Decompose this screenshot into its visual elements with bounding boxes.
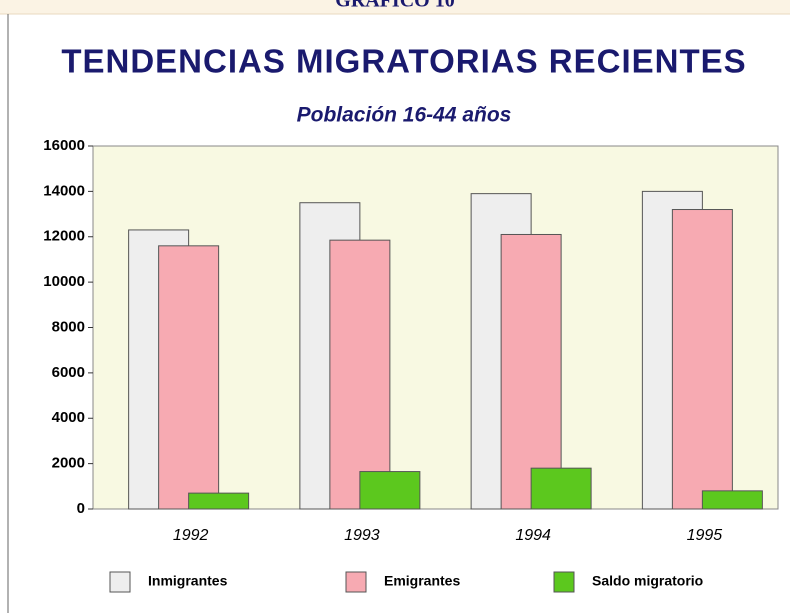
legend-swatch bbox=[553, 571, 575, 593]
top-band bbox=[0, 0, 790, 14]
x-tick-label: 1992 bbox=[173, 527, 209, 544]
bar bbox=[158, 245, 220, 510]
legend-label: Saldo migratorio bbox=[592, 573, 703, 589]
bar bbox=[359, 471, 421, 510]
y-tick-label: 4000 bbox=[52, 409, 85, 426]
y-tick-label: 8000 bbox=[52, 318, 85, 335]
bar bbox=[329, 239, 391, 510]
y-tick-label: 14000 bbox=[43, 182, 85, 199]
legend-swatch bbox=[109, 571, 131, 593]
bar bbox=[701, 490, 763, 510]
chart-title: TENDENCIAS MIGRATORIAS RECIENTES bbox=[61, 43, 746, 80]
y-tick-label: 6000 bbox=[52, 364, 85, 381]
x-tick-label: 1994 bbox=[515, 527, 551, 544]
bar bbox=[530, 467, 592, 510]
header: GRÁFICO 10 bbox=[335, 0, 454, 12]
y-tick-label: 10000 bbox=[43, 273, 85, 290]
bar bbox=[188, 492, 250, 510]
y-tick-label: 12000 bbox=[43, 228, 85, 245]
y-tick-label: 16000 bbox=[43, 137, 85, 154]
bar bbox=[500, 233, 562, 510]
chart-subtitle: Población 16-44 años bbox=[297, 104, 512, 127]
y-tick-label: 0 bbox=[77, 500, 85, 517]
bar bbox=[671, 209, 733, 510]
y-tick-label: 2000 bbox=[52, 455, 85, 472]
x-tick-label: 1993 bbox=[344, 527, 380, 544]
legend-label: Emigrantes bbox=[384, 573, 460, 589]
x-tick-label: 1995 bbox=[687, 527, 723, 544]
legend-swatch bbox=[345, 571, 367, 593]
legend-label: Inmigrantes bbox=[148, 573, 228, 589]
